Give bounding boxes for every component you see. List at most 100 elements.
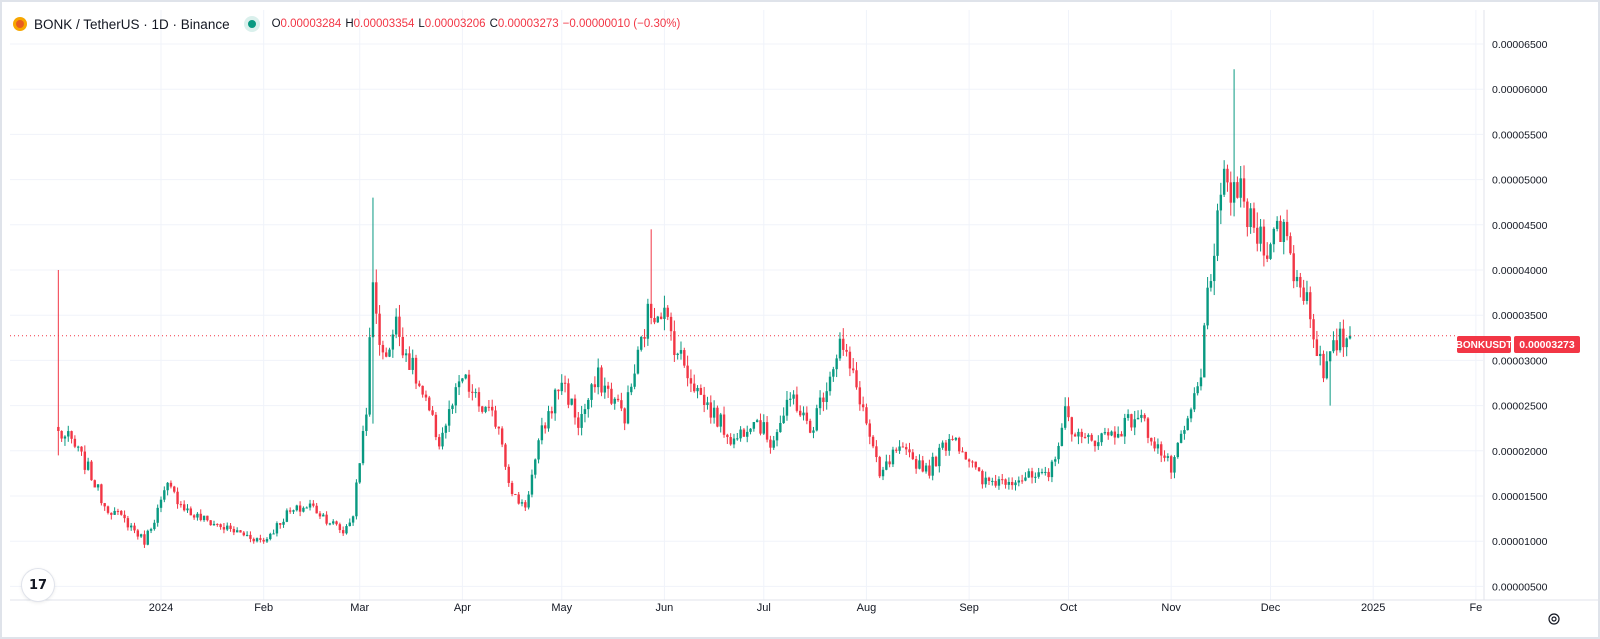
time-tick-label: Feb	[254, 602, 273, 614]
candle-down	[567, 378, 570, 409]
candle-up	[139, 533, 143, 538]
candle-down	[1246, 198, 1249, 237]
candle-down	[143, 530, 146, 548]
candle-up	[898, 440, 901, 454]
candle-up	[1007, 477, 1011, 490]
candle-body	[434, 414, 438, 438]
candle-up	[749, 428, 752, 435]
candle-down	[964, 451, 968, 460]
candle-up	[613, 397, 616, 410]
candle-down	[593, 376, 597, 393]
candle-down	[689, 369, 693, 393]
candle-body	[603, 385, 607, 393]
candle-body	[1242, 178, 1246, 202]
candle-body	[192, 515, 196, 518]
candle-down	[1242, 165, 1246, 208]
candle-down	[192, 514, 196, 520]
candle-body	[341, 530, 345, 534]
candle-down	[239, 530, 242, 533]
candle-up	[404, 349, 408, 362]
candle-body	[967, 459, 971, 462]
candle-body	[895, 449, 898, 451]
candle-up	[67, 425, 70, 442]
candle-body	[1335, 340, 1338, 351]
candle-body	[775, 432, 779, 441]
candle-body	[212, 523, 216, 526]
candle-body	[199, 513, 202, 521]
candle-body	[812, 430, 815, 433]
candle-down	[1169, 454, 1173, 479]
candle-body	[832, 369, 835, 377]
settings-gear-icon[interactable]	[1547, 612, 1561, 626]
candle-down	[434, 412, 438, 441]
candle-body	[1050, 461, 1054, 478]
candle-up	[596, 358, 600, 395]
candle-body	[325, 514, 328, 524]
candle-down	[921, 455, 924, 473]
symbol-title[interactable]: BONK / TetherUS · 1D · Binance	[34, 16, 230, 32]
candle-body	[1299, 276, 1302, 288]
candle-body	[1047, 471, 1050, 478]
candle-down	[669, 312, 673, 341]
candle-down	[878, 455, 881, 479]
candle-body	[739, 429, 742, 439]
candle-up	[444, 423, 448, 439]
candle-body	[507, 466, 510, 483]
candle-up	[1259, 218, 1262, 252]
candle-up	[772, 435, 775, 450]
candle-down	[418, 380, 421, 388]
candle-body	[318, 513, 322, 517]
candle-body	[1010, 481, 1014, 486]
candle-body	[484, 406, 487, 412]
candle-body	[73, 438, 77, 447]
candle-down	[1289, 232, 1292, 255]
candle-body	[931, 456, 934, 476]
candle-down	[868, 419, 871, 445]
candle-down	[1070, 416, 1073, 442]
candle-body	[746, 431, 749, 437]
candle-body	[474, 392, 477, 394]
candle-body	[1107, 432, 1110, 436]
candle-body	[355, 482, 358, 517]
candle-up	[1156, 438, 1160, 454]
candle-down	[487, 400, 491, 412]
candle-up	[153, 519, 156, 531]
candle-up	[394, 308, 398, 339]
candle-body	[1113, 431, 1117, 438]
candle-body	[875, 446, 878, 458]
candle-down	[318, 511, 322, 520]
candle-body	[719, 414, 722, 427]
candle-body	[659, 316, 663, 319]
candle-down	[702, 386, 706, 413]
candle-body	[80, 446, 83, 452]
candle-down	[338, 522, 342, 534]
candle-body	[765, 422, 769, 440]
candle-down	[914, 455, 918, 474]
candle-body	[885, 461, 888, 470]
candle-down	[686, 355, 689, 387]
candle-down	[123, 510, 126, 523]
candle-down	[1020, 474, 1024, 484]
candle-body	[1037, 472, 1040, 477]
candle-down	[500, 426, 504, 448]
candle-up	[388, 347, 391, 358]
candle-body	[888, 461, 891, 465]
candle-up	[1126, 409, 1130, 421]
candle-down	[70, 430, 73, 444]
candle-body	[1160, 444, 1163, 456]
candle-down	[865, 403, 868, 426]
candle-body	[782, 415, 785, 424]
candle-body	[371, 282, 375, 338]
candle-up	[785, 390, 789, 421]
candle-up	[1044, 466, 1047, 476]
candle-body	[732, 438, 736, 445]
candle-body	[447, 409, 451, 426]
candle-body	[57, 426, 60, 431]
candle-down	[895, 447, 898, 453]
tradingview-logo-icon[interactable]: 17	[22, 569, 54, 601]
candle-up	[447, 400, 451, 433]
candle-body	[477, 392, 481, 407]
candle-down	[987, 476, 991, 486]
candle-up	[583, 403, 587, 423]
